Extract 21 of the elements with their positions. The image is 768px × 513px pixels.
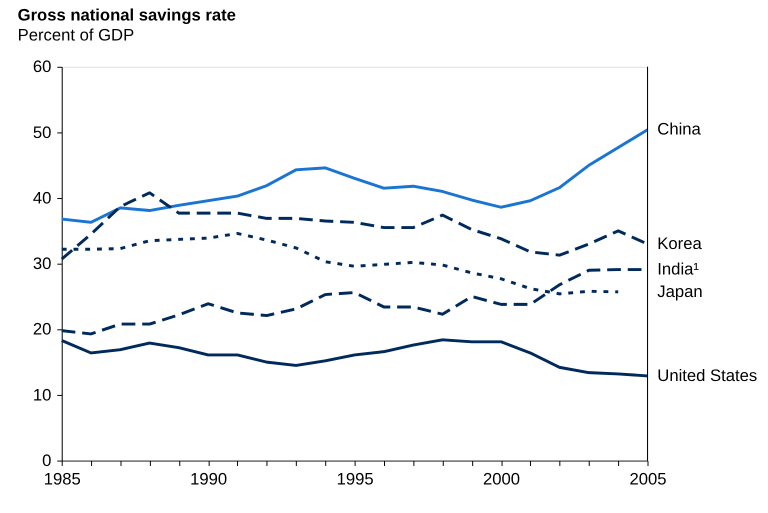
x-tick-label: 1985 [44, 470, 81, 489]
y-tick-label: 0 [42, 450, 52, 470]
x-tick-label: 2000 [483, 470, 520, 489]
y-tick-label: 40 [32, 188, 52, 208]
series-label: India¹ [657, 259, 700, 278]
series-label: United States [657, 366, 758, 385]
x-tick-label: 1995 [336, 470, 374, 489]
y-tick-label: 50 [32, 122, 52, 142]
text: Japan [657, 282, 703, 301]
line-series [60, 338, 649, 378]
x-tick-label: 2005 [629, 470, 667, 489]
series-label: Korea [657, 234, 702, 253]
chart-title: Gross national savings rate [18, 6, 236, 25]
y-tick-label: 60 [32, 57, 52, 76]
series-label: China [657, 120, 702, 139]
y-tick-label: 10 [32, 385, 52, 404]
x-tick-label: 1990 [190, 470, 228, 489]
y-tick-label: 20 [32, 320, 52, 339]
chart-subtitle: Percent of GDP [18, 25, 134, 44]
y-tick-label: 30 [32, 254, 52, 274]
line-series [60, 128, 649, 224]
